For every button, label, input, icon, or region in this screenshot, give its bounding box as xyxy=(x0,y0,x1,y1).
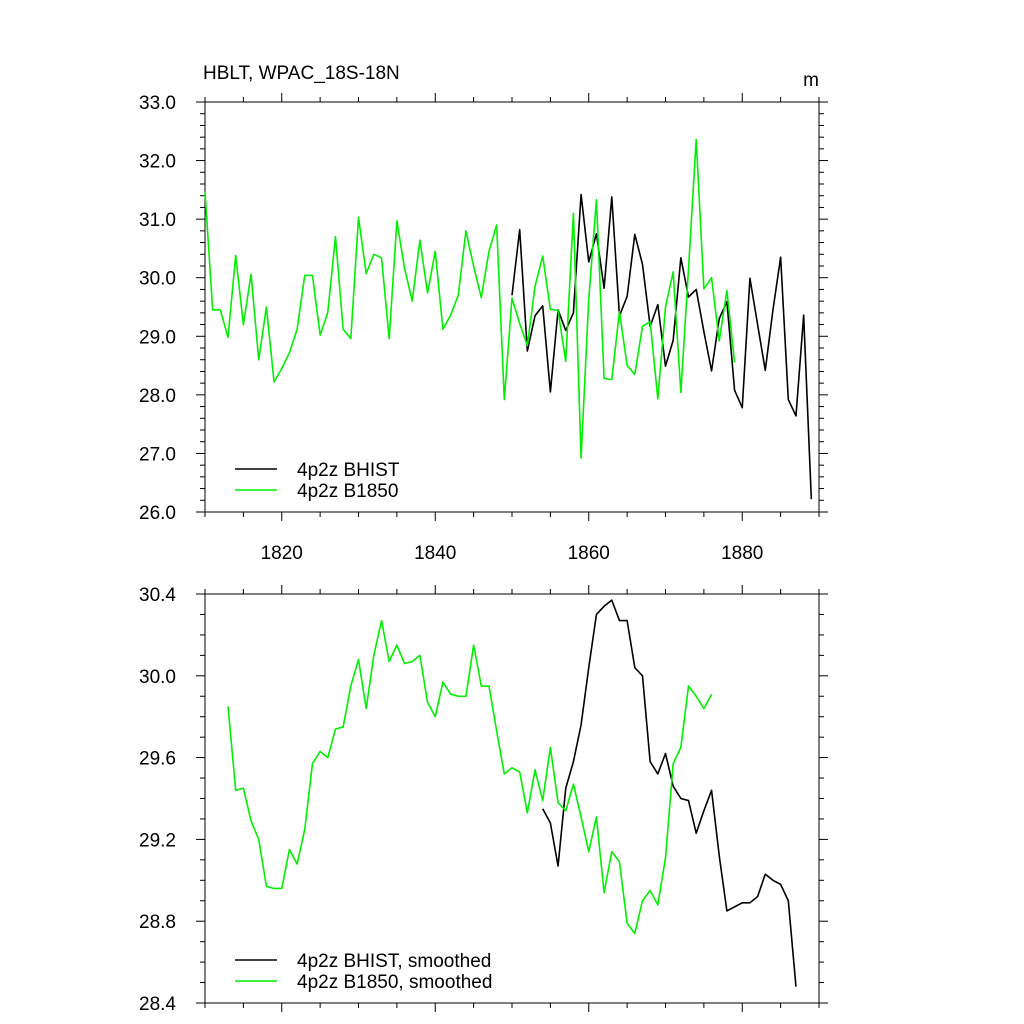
y-tick-label: 30.0 xyxy=(139,667,176,688)
x-tick-label: 1860 xyxy=(568,543,610,564)
x-tick-label: 1880 xyxy=(721,543,763,564)
y-tick-label: 26.0 xyxy=(139,503,176,524)
bottom-panel: 28.4 28.8 29.2 29.6 30.0 30.4 4p2z BHIST, smoo… xyxy=(139,585,828,1015)
y-tick-label: 29.6 xyxy=(139,749,176,770)
series-line-b1850 xyxy=(227,619,713,935)
y-tick-label: 30.4 xyxy=(139,585,176,606)
y-tick-label: 31.0 xyxy=(139,210,176,231)
y-tick-label: 29.0 xyxy=(139,327,176,348)
legend-label: 4p2z BHIST xyxy=(297,460,400,481)
y-tick-label: 32.0 xyxy=(139,152,176,173)
y-tick-label: 28.0 xyxy=(139,386,176,407)
legend-label: 4p2z BHIST, smoothed xyxy=(297,951,491,972)
x-tick-label: 1840 xyxy=(414,543,456,564)
chart-title: HBLT, WPAC_18S-18N xyxy=(203,63,400,84)
legend-label: 4p2z B1850 xyxy=(297,481,398,502)
series-line-bhist xyxy=(511,193,813,500)
legend-label: 4p2z B1850, smoothed xyxy=(297,972,492,993)
x-tick-label: 1820 xyxy=(261,543,303,564)
series-line-bhist xyxy=(541,599,797,987)
y-tick-label: 30.0 xyxy=(139,269,176,290)
units-label: m xyxy=(803,70,819,91)
y-tick-label: 33.0 xyxy=(139,93,176,114)
y-tick-label: 29.2 xyxy=(139,830,176,851)
y-tick-label: 28.4 xyxy=(139,994,176,1015)
y-tick-label: 27.0 xyxy=(139,444,176,465)
y-tick-label: 28.8 xyxy=(139,912,176,933)
top-panel: 1820 1840 1860 1880 26.0 27.0 28.0 29.0 30.0 31.0… xyxy=(139,63,828,564)
series-line-b1850 xyxy=(204,138,736,459)
